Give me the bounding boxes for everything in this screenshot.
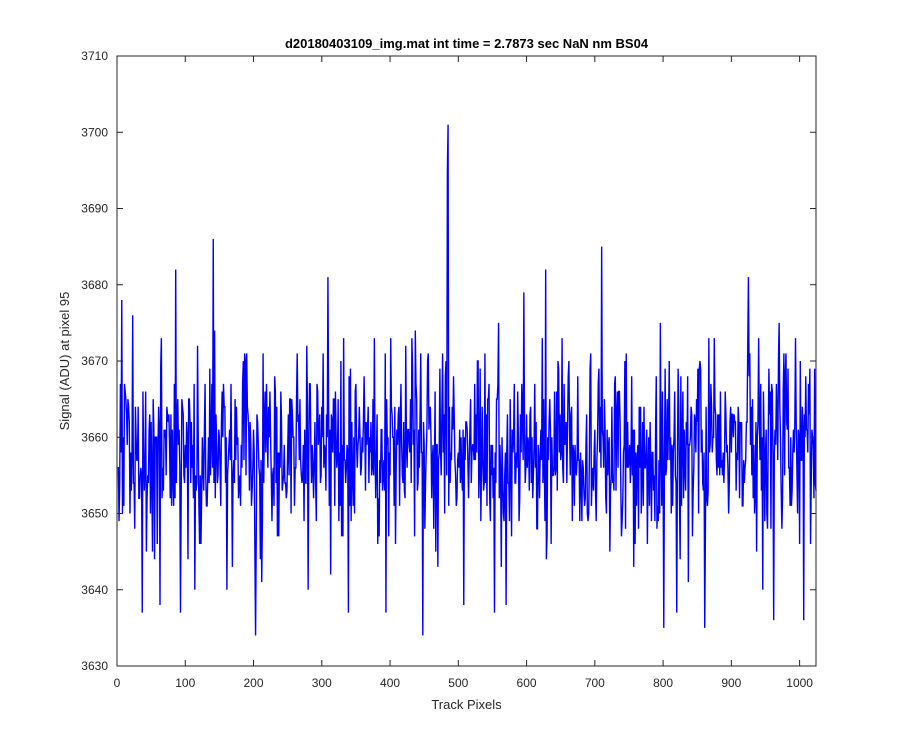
x-tick-label: 500 [448, 676, 468, 690]
y-axis-label: Signal (ADU) at pixel 95 [57, 292, 72, 431]
x-axis: 0 100 200 300 400 500 600 700 800 900 1000 [114, 56, 813, 690]
x-tick-label: 400 [380, 676, 400, 690]
axes-box [116, 55, 817, 667]
x-tick-label: 0 [114, 676, 121, 690]
y-tick-label: 3690 [81, 202, 108, 216]
x-tick-label: 200 [244, 676, 264, 690]
y-tick-label: 3630 [81, 659, 108, 673]
y-tick-label: 3650 [81, 507, 108, 521]
y-tick-label: 3640 [81, 583, 108, 597]
plot-area [117, 124, 817, 636]
series-line [117, 124, 817, 636]
x-tick-label: 700 [585, 676, 605, 690]
y-tick-label: 3660 [81, 430, 108, 444]
y-tick-label: 3700 [81, 125, 108, 139]
y-tick-label: 3710 [81, 49, 108, 63]
x-tick-label: 1000 [786, 676, 813, 690]
x-tick-label: 100 [175, 676, 195, 690]
chart-title: d20180403109_img.mat int time = 2.7873 s… [285, 36, 649, 51]
x-tick-label: 800 [653, 676, 673, 690]
x-axis-label: Track Pixels [431, 697, 502, 712]
x-tick-label: 300 [312, 676, 332, 690]
y-tick-label: 3670 [81, 354, 108, 368]
x-tick-label: 900 [721, 676, 741, 690]
y-axis: 3630 3640 3650 3660 3670 3680 3690 3700 3710 [81, 49, 816, 673]
y-tick-label: 3680 [81, 278, 108, 292]
x-tick-label: 600 [517, 676, 537, 690]
